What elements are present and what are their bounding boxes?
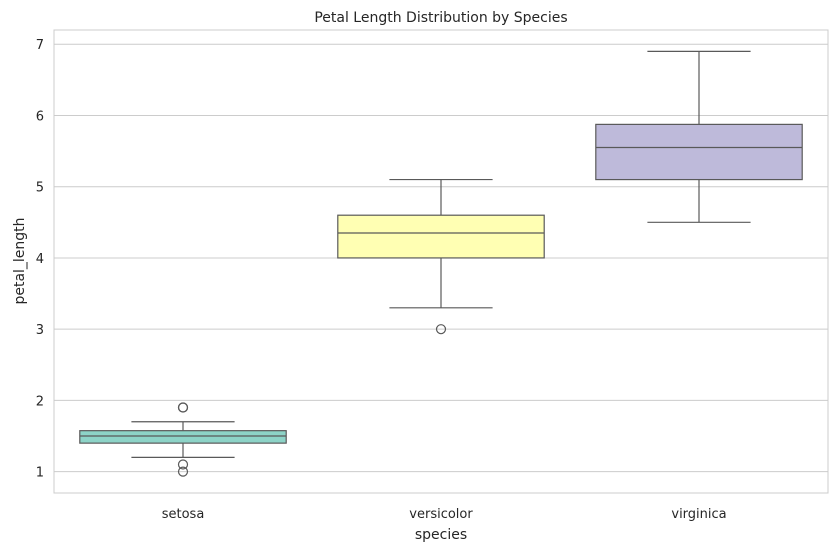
y-tick-label: 4 [36,252,44,267]
y-tick-label: 6 [36,109,44,124]
iqr-box [337,214,545,259]
outlier-point [435,324,447,335]
y-tick-label: 3 [36,323,44,338]
iqr-box [79,430,287,444]
x-tick-labels: setosa versicolor virginica [162,507,727,522]
plot-frame [53,29,829,494]
outlier-point [177,466,189,477]
box-setosa [79,402,287,477]
y-tick-label: 7 [36,38,44,53]
x-tick-label: versicolor [409,507,473,522]
box-versicolor [337,178,545,335]
y-tick-labels: 1 2 3 4 5 6 7 [36,38,44,480]
y-tick-label: 5 [36,181,44,196]
outlier-point [177,402,189,413]
chart-title: Petal Length Distribution by Species [314,10,567,26]
box-virginica [595,50,803,223]
x-tick-label: virginica [671,507,726,522]
boxes [79,50,803,477]
x-axis-label: species [415,527,467,543]
iqr-box [595,123,803,181]
y-tick-label: 1 [36,466,44,481]
outlier-point [177,459,189,470]
x-tick-label: setosa [162,507,205,522]
y-axis-label: petal_length [12,217,28,304]
y-tick-label: 2 [36,394,44,409]
